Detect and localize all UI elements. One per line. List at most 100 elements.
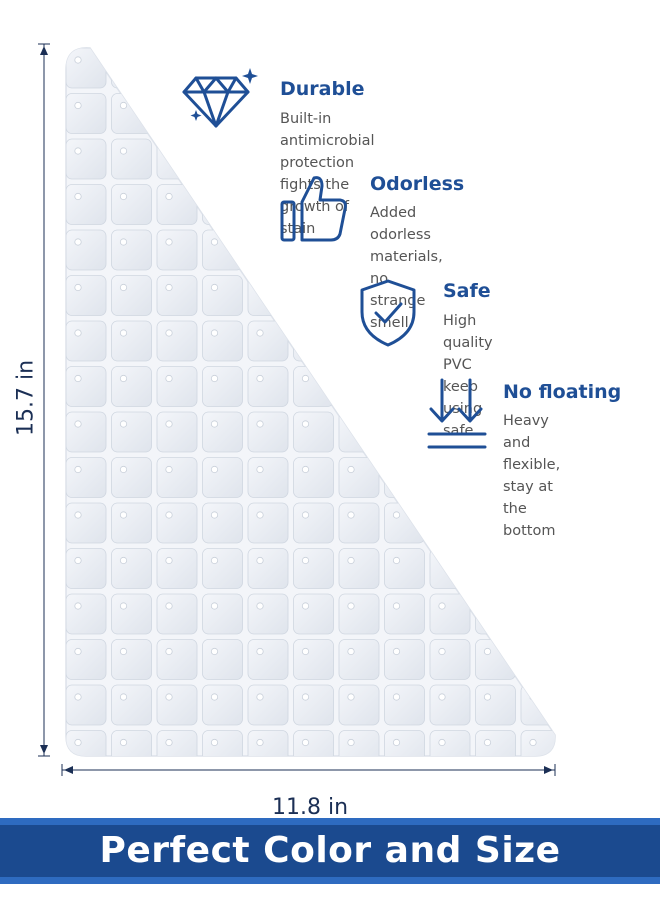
- mat-tile: [293, 366, 334, 407]
- mat-tile: [520, 639, 556, 680]
- mat-tile: [384, 47, 425, 89]
- mat-drain-hole: [256, 56, 264, 64]
- mat-tile: [202, 639, 243, 680]
- mat-tile: [156, 275, 198, 316]
- mat-drain-hole: [256, 465, 264, 474]
- mat-drain-hole: [483, 147, 492, 155]
- mat-drain-hole: [438, 738, 446, 747]
- mat-drain-hole: [392, 147, 401, 155]
- mat-tile: [66, 411, 107, 453]
- mat-drain-hole: [347, 56, 355, 64]
- mat-tile: [475, 184, 516, 225]
- mat-tile: [202, 138, 243, 180]
- mat-tile: [66, 457, 107, 498]
- mat-tile: [247, 275, 289, 316]
- mat-drain-hole: [210, 602, 219, 610]
- mat-tile: [202, 457, 243, 498]
- mat-drain-hole: [483, 738, 492, 747]
- mat-tile: [338, 366, 380, 407]
- mat-drain-hole: [119, 329, 128, 337]
- mat-drain-hole: [119, 374, 128, 383]
- mat-tile: [111, 184, 152, 225]
- mat-drain-hole: [256, 420, 264, 428]
- mat-tile: [66, 93, 107, 134]
- mat-tile: [202, 366, 243, 407]
- mat-drain-hole: [256, 602, 264, 610]
- mat-tile: [111, 548, 152, 589]
- mat-drain-hole: [529, 238, 537, 246]
- mat-tile: [293, 502, 334, 544]
- mat-tile: [429, 730, 471, 757]
- mat-tile: [156, 684, 198, 726]
- mat-drain-hole: [483, 647, 492, 656]
- mat-tile: [247, 502, 289, 544]
- mat-drain-hole: [347, 420, 355, 428]
- mat-tile: [429, 93, 471, 134]
- mat-tile: [111, 502, 152, 544]
- mat-tile: [429, 47, 471, 89]
- mat-drain-hole: [165, 647, 173, 656]
- mat-tile: [66, 548, 107, 589]
- feature-title: Safe: [443, 280, 491, 302]
- mat-drain-hole: [256, 556, 264, 565]
- mat-drain-hole: [119, 56, 128, 64]
- mat-drain-hole: [210, 556, 219, 565]
- mat-tile: [520, 184, 556, 225]
- mat-drain-hole: [165, 147, 173, 155]
- mat-drain-hole: [529, 101, 537, 110]
- mat-drain-hole: [301, 738, 310, 747]
- mat-drain-hole: [165, 602, 173, 610]
- mat-tile: [202, 548, 243, 589]
- mat-tile: [66, 684, 107, 726]
- mat-tile: [156, 730, 198, 757]
- mat-drain-hole: [438, 602, 446, 610]
- mat-drain-hole: [74, 101, 82, 110]
- mat-drain-hole: [119, 693, 128, 701]
- mat-drain-hole: [438, 693, 446, 701]
- mat-drain-hole: [529, 602, 537, 610]
- mat-drain-hole: [392, 647, 401, 656]
- mat-tile: [66, 229, 107, 271]
- width-dimension-line: [61, 764, 556, 776]
- mat-drain-hole: [165, 420, 173, 428]
- mat-tile: [202, 320, 243, 362]
- mat-tile: [156, 411, 198, 453]
- mat-tile: [247, 684, 289, 726]
- mat-drain-hole: [347, 329, 355, 337]
- mat-drain-hole: [74, 465, 82, 474]
- mat-tile: [202, 730, 243, 757]
- mat-drain-hole: [165, 738, 173, 747]
- mat-drain-hole: [74, 283, 82, 292]
- mat-drain-hole: [74, 56, 82, 64]
- mat-tile: [475, 548, 516, 589]
- mat-drain-hole: [165, 238, 173, 246]
- mat-drain-hole: [301, 602, 310, 610]
- feature-title: Durable: [280, 78, 365, 100]
- mat-tile: [66, 275, 107, 316]
- mat-drain-hole: [119, 511, 128, 519]
- mat-drain-hole: [165, 101, 173, 110]
- mat-drain-hole: [256, 511, 264, 519]
- mat-drain-hole: [301, 329, 310, 337]
- mat-drain-hole: [483, 56, 492, 64]
- mat-drain-hole: [438, 647, 446, 656]
- mat-tile: [111, 320, 152, 362]
- mat-drain-hole: [74, 647, 82, 656]
- mat-drain-hole: [119, 647, 128, 656]
- mat-drain-hole: [256, 738, 264, 747]
- mat-drain-hole: [165, 56, 173, 64]
- mat-drain-hole: [165, 465, 173, 474]
- mat-drain-hole: [165, 283, 173, 292]
- mat-drain-hole: [74, 329, 82, 337]
- down-arrows-icon: [427, 378, 487, 449]
- mat-tile: [475, 639, 516, 680]
- mat-tile: [293, 457, 334, 498]
- mat-drain-hole: [392, 56, 401, 64]
- mat-tile: [520, 593, 556, 635]
- mat-drain-hole: [119, 147, 128, 155]
- mat-drain-hole: [256, 192, 264, 201]
- mat-drain-hole: [256, 238, 264, 246]
- mat-tile: [520, 548, 556, 589]
- mat-tile: [293, 411, 334, 453]
- mat-tile: [111, 730, 152, 757]
